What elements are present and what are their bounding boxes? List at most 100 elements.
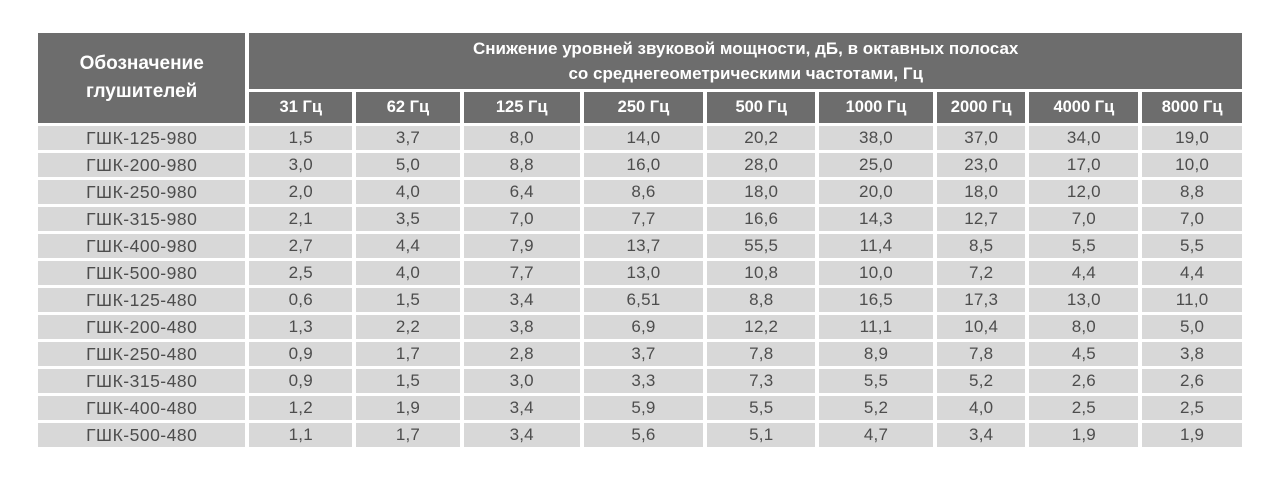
- table-row: ГШК-200-480 1,3 2,2 3,8 6,9 12,2 11,1 10,4 8,0 5,…: [38, 315, 1242, 339]
- value-cell: 12,0: [1029, 180, 1139, 204]
- value-cell: 8,8: [1142, 180, 1242, 204]
- freq-header-cell: 500 Гц: [707, 92, 816, 123]
- value-cell: 20,2: [707, 126, 816, 150]
- corner-header-line2: глушителей: [86, 81, 198, 102]
- freq-header-cell: 8000 Гц: [1142, 92, 1242, 123]
- value-cell: 8,0: [463, 126, 580, 150]
- value-cell: 3,4: [463, 396, 580, 420]
- value-cell: 0,9: [249, 342, 353, 366]
- value-cell: 25,0: [819, 153, 933, 177]
- value-cell: 5,5: [707, 396, 816, 420]
- table-body: ГШК-125-980 1,5 3,7 8,0 14,0 20,2 38,0 37,0 34,0…: [38, 126, 1242, 447]
- freq-header-cell: 62 Гц: [356, 92, 460, 123]
- value-cell: 7,0: [463, 207, 580, 231]
- value-cell: 16,5: [819, 288, 933, 312]
- value-cell: 3,4: [936, 423, 1026, 447]
- table-row: ГШК-500-980 2,5 4,0 7,7 13,0 10,8 10,0 7,2 4,4 4,…: [38, 261, 1242, 285]
- title-row: Обозначение глушителей Снижение уровней …: [38, 33, 1242, 123]
- value-cell: 0,9: [249, 369, 353, 393]
- value-cell: 20,0: [819, 180, 933, 204]
- value-cell: 11,0: [1142, 288, 1242, 312]
- value-cell: 55,5: [707, 234, 816, 258]
- value-cell: 3,4: [463, 288, 580, 312]
- value-cell: 5,2: [819, 396, 933, 420]
- row-label: ГШК-200-980: [38, 153, 246, 177]
- value-cell: 10,8: [707, 261, 816, 285]
- value-cell: 23,0: [936, 153, 1026, 177]
- value-cell: 7,7: [463, 261, 580, 285]
- value-cell: 6,4: [463, 180, 580, 204]
- row-label: ГШК-250-480: [38, 342, 246, 366]
- row-label: ГШК-500-480: [38, 423, 246, 447]
- table-title-line1: Снижение уровней звуковой мощности, дБ, …: [473, 38, 1019, 58]
- value-cell: 2,0: [249, 180, 353, 204]
- value-cell: 2,5: [249, 261, 353, 285]
- value-cell: 10,0: [819, 261, 933, 285]
- row-label: ГШК-125-480: [38, 288, 246, 312]
- value-cell: 3,0: [463, 369, 580, 393]
- value-cell: 5,5: [819, 369, 933, 393]
- freq-header-cell: 250 Гц: [583, 92, 704, 123]
- row-label: ГШК-315-480: [38, 369, 246, 393]
- value-cell: 8,6: [583, 180, 704, 204]
- row-label: ГШК-200-480: [38, 315, 246, 339]
- value-cell: 5,0: [356, 153, 460, 177]
- value-cell: 3,8: [463, 315, 580, 339]
- value-cell: 7,8: [936, 342, 1026, 366]
- value-cell: 4,5: [1029, 342, 1139, 366]
- table-row: ГШК-500-480 1,1 1,7 3,4 5,6 5,1 4,7 3,4 1,9 1,9: [38, 423, 1242, 447]
- value-cell: 5,5: [1142, 234, 1242, 258]
- value-cell: 2,5: [1142, 396, 1242, 420]
- value-cell: 16,0: [583, 153, 704, 177]
- value-cell: 5,1: [707, 423, 816, 447]
- value-cell: 1,5: [356, 288, 460, 312]
- value-cell: 5,6: [583, 423, 704, 447]
- value-cell: 8,8: [707, 288, 816, 312]
- value-cell: 4,0: [936, 396, 1026, 420]
- value-cell: 1,7: [356, 423, 460, 447]
- value-cell: 14,3: [819, 207, 933, 231]
- row-label: ГШК-315-980: [38, 207, 246, 231]
- value-cell: 2,6: [1029, 369, 1139, 393]
- value-cell: 6,9: [583, 315, 704, 339]
- freq-header-cell: 2000 Гц: [936, 92, 1026, 123]
- row-label: ГШК-250-980: [38, 180, 246, 204]
- value-cell: 5,0: [1142, 315, 1242, 339]
- value-cell: 2,1: [249, 207, 353, 231]
- table-title: Снижение уровней звуковой мощности, дБ, …: [249, 33, 1242, 89]
- value-cell: 5,2: [936, 369, 1026, 393]
- value-cell: 1,5: [356, 369, 460, 393]
- value-cell: 34,0: [1029, 126, 1139, 150]
- value-cell: 6,51: [583, 288, 704, 312]
- table-row: ГШК-200-980 3,0 5,0 8,8 16,0 28,0 25,0 23,0 17,0…: [38, 153, 1242, 177]
- table-title-line2: со среднегеометрическими частотами, Гц: [568, 64, 923, 83]
- value-cell: 1,5: [249, 126, 353, 150]
- value-cell: 2,6: [1142, 369, 1242, 393]
- value-cell: 4,4: [1142, 261, 1242, 285]
- value-cell: 2,7: [249, 234, 353, 258]
- value-cell: 3,7: [356, 126, 460, 150]
- value-cell: 5,5: [1029, 234, 1139, 258]
- value-cell: 11,4: [819, 234, 933, 258]
- freq-header-cell: 125 Гц: [463, 92, 580, 123]
- value-cell: 7,8: [707, 342, 816, 366]
- value-cell: 1,1: [249, 423, 353, 447]
- value-cell: 1,9: [1029, 423, 1139, 447]
- value-cell: 8,0: [1029, 315, 1139, 339]
- freq-header-cell: 1000 Гц: [819, 92, 933, 123]
- table-row: ГШК-125-480 0,6 1,5 3,4 6,51 8,8 16,5 17,3 13,0 1…: [38, 288, 1242, 312]
- table-row: ГШК-250-480 0,9 1,7 2,8 3,7 7,8 8,9 7,8 4,5 3,8: [38, 342, 1242, 366]
- value-cell: 18,0: [707, 180, 816, 204]
- value-cell: 12,2: [707, 315, 816, 339]
- value-cell: 2,2: [356, 315, 460, 339]
- table-row: ГШК-315-480 0,9 1,5 3,0 3,3 7,3 5,5 5,2 2,6 2,6: [38, 369, 1242, 393]
- value-cell: 14,0: [583, 126, 704, 150]
- frequency-header-row: 31 Гц 62 Гц 125 Гц 250 Гц 500 Гц 1000 Гц 2000 …: [38, 92, 1242, 123]
- value-cell: 1,9: [1142, 423, 1242, 447]
- value-cell: 7,2: [936, 261, 1026, 285]
- value-cell: 4,4: [356, 234, 460, 258]
- value-cell: 4,4: [1029, 261, 1139, 285]
- freq-header-cell: 31 Гц: [249, 92, 353, 123]
- value-cell: 8,8: [463, 153, 580, 177]
